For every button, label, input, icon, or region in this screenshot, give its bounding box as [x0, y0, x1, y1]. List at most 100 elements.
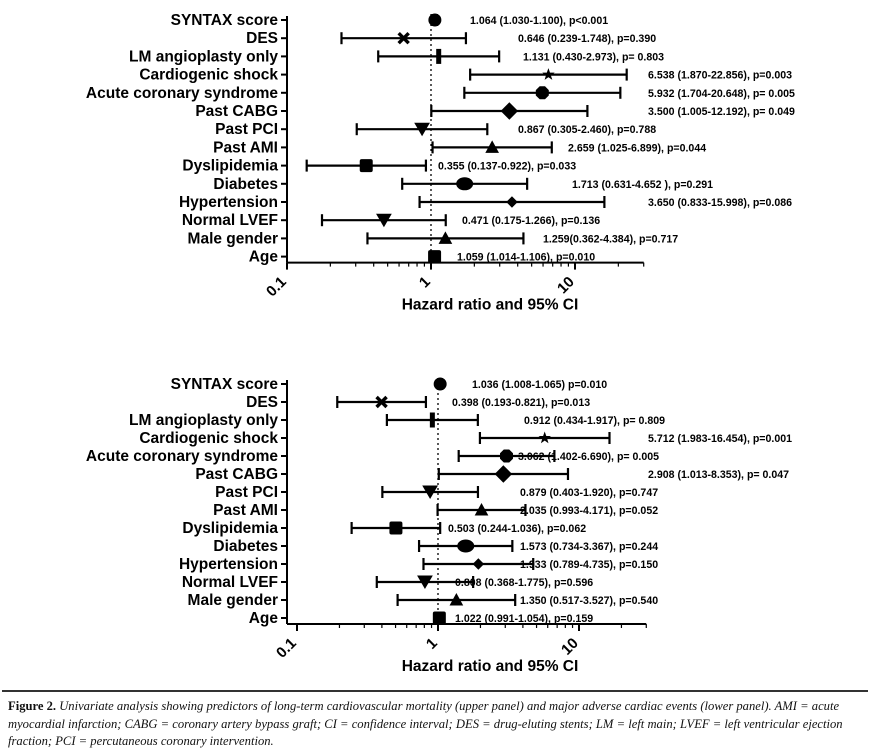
marker-triangle-down	[414, 122, 430, 137]
forest-plot-figure: SYNTAX score 1.064 (1.030-1.100), p<0.001…	[86, 12, 795, 675]
forest-row: Diabetes 1.573 (0.734-3.367), p=0.244	[213, 538, 658, 555]
marker-circle	[433, 377, 447, 391]
marker-diamond	[472, 558, 485, 570]
forest-row: Past PCI 0.867 (0.305-2.460), p=0.788	[215, 121, 656, 138]
hr-annotation: 0.398 (0.193-0.821), p=0.013	[452, 397, 590, 409]
hr-annotation: 3.500 (1.005-12.192), p= 0.049	[648, 106, 795, 118]
forest-row: Acute coronary syndrome 3.062 (1.402-6.69…	[86, 448, 659, 465]
hr-annotation: 0.646 (0.239-1.748), p=0.390	[518, 33, 656, 45]
x-tick-label: 0.1	[263, 273, 290, 300]
row-label: Age	[249, 610, 279, 627]
marker-ellipse	[456, 177, 474, 191]
forest-row: Past PCI 0.879 (0.403-1.920), p=0.747	[215, 484, 658, 501]
marker-cross	[397, 31, 410, 45]
forest-row: Normal LVEF 0.471 (0.175-1.266), p=0.136	[182, 212, 600, 229]
marker-diamond	[494, 465, 513, 483]
forest-row: Male gender 1.350 (0.517-3.527), p=0.540	[188, 592, 659, 609]
forest-row: Age 1.022 (0.991-1.054), p=0.159	[249, 610, 594, 627]
hr-annotation: 3.650 (0.833-15.998), p=0.086	[648, 197, 792, 209]
marker-triangle-down	[417, 575, 433, 589]
marker-octagon	[500, 449, 513, 463]
forest-row: LM angioplasty only 0.912 (0.434-1.917), …	[129, 412, 665, 429]
marker-octagon	[535, 86, 549, 100]
row-label: LM angioplasty only	[129, 412, 278, 429]
forest-row: Past AMI 2.659 (1.025-6.899), p=0.044	[213, 139, 706, 156]
row-label: Past CABG	[195, 466, 278, 483]
marker-bar	[429, 412, 435, 428]
forest-row: Cardiogenic shock 5.712 (1.983-16.454), p…	[139, 430, 792, 447]
forest-row: Acute coronary syndrome 5.932 (1.704-20.6…	[86, 85, 795, 102]
forest-row: Dyslipidemia 0.503 (0.244-1.036), p=0.062	[182, 520, 586, 537]
hr-annotation: 1.036 (1.008-1.065) p=0.010	[472, 379, 607, 391]
row-label: Past PCI	[215, 121, 278, 138]
row-label: Dyslipidemia	[182, 158, 278, 175]
row-label: Male gender	[188, 592, 278, 609]
x-axis-title: Hazard ratio and 95% CI	[402, 658, 579, 675]
row-label: DES	[246, 394, 278, 411]
hr-annotation: 1.350 (0.517-3.527), p=0.540	[520, 595, 658, 607]
marker-square	[359, 159, 373, 173]
upper-panel: SYNTAX score 1.064 (1.030-1.100), p<0.001…	[86, 12, 795, 314]
hr-annotation: 5.712 (1.983-16.454), p=0.001	[648, 433, 792, 445]
marker-triangle-up	[438, 231, 453, 244]
marker-star	[542, 68, 555, 80]
row-label: Acute coronary syndrome	[86, 448, 278, 465]
forest-row: Normal LVEF 0.808 (0.368-1.775), p=0.596	[182, 574, 593, 591]
forest-row: LM angioplasty only 1.131 (0.430-2.973), …	[129, 48, 664, 65]
x-tick-label: 1	[423, 635, 441, 653]
hr-annotation: 6.538 (1.870-22.856), p=0.003	[648, 70, 792, 82]
hr-annotation: 1.713 (0.631-4.652 ), p=0.291	[572, 179, 713, 191]
marker-square	[389, 521, 403, 535]
forest-row: SYNTAX score 1.064 (1.030-1.100), p<0.001	[171, 12, 609, 29]
forest-row: DES 0.398 (0.193-0.821), p=0.013	[246, 394, 590, 411]
marker-ellipse	[457, 539, 475, 553]
marker-triangle-down	[422, 485, 438, 499]
x-tick-label: 10	[554, 273, 578, 297]
marker-cross	[375, 395, 388, 409]
hr-annotation: 3.062 (1.402-6.690), p= 0.005	[518, 451, 659, 463]
forest-row: Dyslipidemia 0.355 (0.137-0.922), p=0.033	[182, 158, 576, 175]
hr-annotation: 1.259(0.362-4.384), p=0.717	[543, 233, 678, 245]
marker-triangle-down	[376, 213, 392, 228]
forest-row: Hypertension 3.650 (0.833-15.998), p=0.08…	[179, 194, 792, 211]
forest-row: Past CABG 3.500 (1.005-12.192), p= 0.049	[195, 102, 795, 120]
marker-square	[432, 611, 446, 625]
x-tick-label: 10	[558, 635, 582, 659]
forest-row: Diabetes 1.713 (0.631-4.652 ), p=0.291	[213, 176, 713, 193]
hr-annotation: 0.912 (0.434-1.917), p= 0.809	[524, 415, 665, 427]
figure-caption: Figure 2. Univariate analysis showing pr…	[2, 690, 868, 750]
row-label: Acute coronary syndrome	[86, 85, 278, 102]
row-label: Past AMI	[213, 502, 278, 519]
row-label: Hypertension	[179, 194, 278, 211]
hr-annotation: 1.059 (1.014-1.106), p=0.010	[457, 252, 595, 264]
row-label: Normal LVEF	[182, 212, 278, 229]
hr-annotation: 5.932 (1.704-20.648), p= 0.005	[648, 88, 795, 100]
marker-triangle-up	[449, 592, 464, 606]
row-label: Past AMI	[213, 139, 278, 156]
hr-annotation: 0.355 (0.137-0.922), p=0.033	[438, 161, 576, 173]
hr-annotation: 0.503 (0.244-1.036), p=0.062	[448, 523, 586, 535]
row-label: Dyslipidemia	[182, 520, 278, 537]
forest-row: Age 1.059 (1.014-1.106), p=0.010	[249, 249, 596, 266]
hr-annotation: 1.022 (0.991-1.054), p=0.159	[455, 613, 593, 625]
forest-row: Male gender 1.259(0.362-4.384), p=0.717	[188, 230, 679, 247]
row-label: Past PCI	[215, 484, 278, 501]
hr-annotation: 0.808 (0.368-1.775), p=0.596	[455, 577, 593, 589]
marker-circle	[428, 13, 442, 27]
hr-annotation: 2.908 (1.013-8.353), p= 0.047	[648, 469, 789, 481]
row-label: Diabetes	[213, 538, 278, 555]
forest-row: SYNTAX score 1.036 (1.008-1.065) p=0.010	[171, 376, 608, 393]
forest-row: Past CABG 2.908 (1.013-8.353), p= 0.047	[195, 465, 789, 483]
hr-annotation: 0.867 (0.305-2.460), p=0.788	[518, 124, 656, 136]
marker-star	[538, 431, 551, 444]
row-label: Age	[249, 249, 279, 266]
row-label: LM angioplasty only	[129, 48, 278, 65]
hr-annotation: 2.035 (0.993-4.171), p=0.052	[520, 505, 658, 517]
row-label: SYNTAX score	[171, 12, 279, 29]
row-label: Cardiogenic shock	[139, 430, 278, 447]
x-axis-title: Hazard ratio and 95% CI	[402, 297, 579, 314]
caption-label: Figure 2.	[8, 699, 57, 713]
hr-annotation: 1.064 (1.030-1.100), p<0.001	[470, 15, 608, 27]
hr-annotation: 0.471 (0.175-1.266), p=0.136	[462, 215, 600, 227]
marker-square	[428, 250, 442, 264]
